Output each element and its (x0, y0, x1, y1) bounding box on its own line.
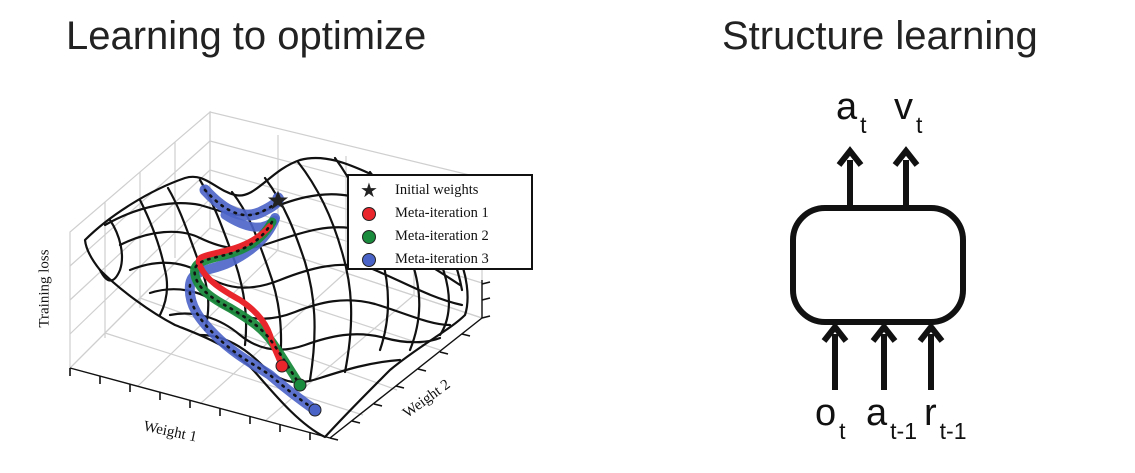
meta-iteration-1-endpoint (275, 359, 289, 373)
symbol-base: a (836, 86, 858, 128)
legend-item-initial-weights: ★ Initial weights (359, 179, 531, 202)
symbol-subscript: t-1 (939, 418, 967, 444)
symbol-subscript: t (839, 418, 846, 444)
legend-item-meta-iteration-2: Meta-iteration 2 (359, 225, 531, 248)
trajectories (184, 184, 320, 415)
trajectory-markers (267, 190, 322, 417)
symbol-subscript: t-1 (890, 418, 917, 444)
legend-label: Initial weights (395, 182, 479, 198)
legend-item-meta-iteration-1: Meta-iteration 1 (359, 202, 531, 225)
axis-ticks (69, 280, 491, 441)
network-box (790, 205, 966, 325)
legend-label: Meta-iteration 3 (395, 251, 489, 267)
symbol-base: a (866, 392, 888, 434)
axes-box (68, 110, 484, 439)
recurrent-network-diagram (790, 146, 966, 390)
legend: ★ Initial weights Meta-iteration 1 Meta-… (347, 174, 533, 270)
left-panel-title: Learning to optimize (66, 14, 427, 58)
legend-item-meta-iteration-3: Meta-iteration 3 (359, 248, 531, 271)
red-circle-icon (359, 204, 379, 224)
initial-weights-star-icon (267, 190, 289, 210)
blue-circle-icon (359, 250, 379, 270)
input-symbol-a: a t-1 (866, 394, 917, 443)
symbol-base: v (894, 86, 913, 128)
legend-label: Meta-iteration 2 (395, 228, 489, 244)
symbol-base: o (815, 392, 837, 434)
star-icon: ★ (360, 179, 378, 202)
green-circle-icon (359, 227, 379, 247)
y-axis-label: Training loss (36, 249, 53, 328)
right-panel-title: Structure learning (722, 14, 1038, 58)
input-symbol-r: r t-1 (924, 394, 967, 443)
meta-iteration-1-trajectory (195, 223, 285, 369)
meta-iteration-3-endpoint (308, 403, 322, 417)
symbol-subscript: t (860, 112, 867, 138)
legend-label: Meta-iteration 1 (395, 205, 489, 221)
symbol-subscript: t (916, 112, 923, 138)
symbol-base: r (924, 392, 937, 434)
meta-iteration-2-endpoint (293, 378, 307, 392)
